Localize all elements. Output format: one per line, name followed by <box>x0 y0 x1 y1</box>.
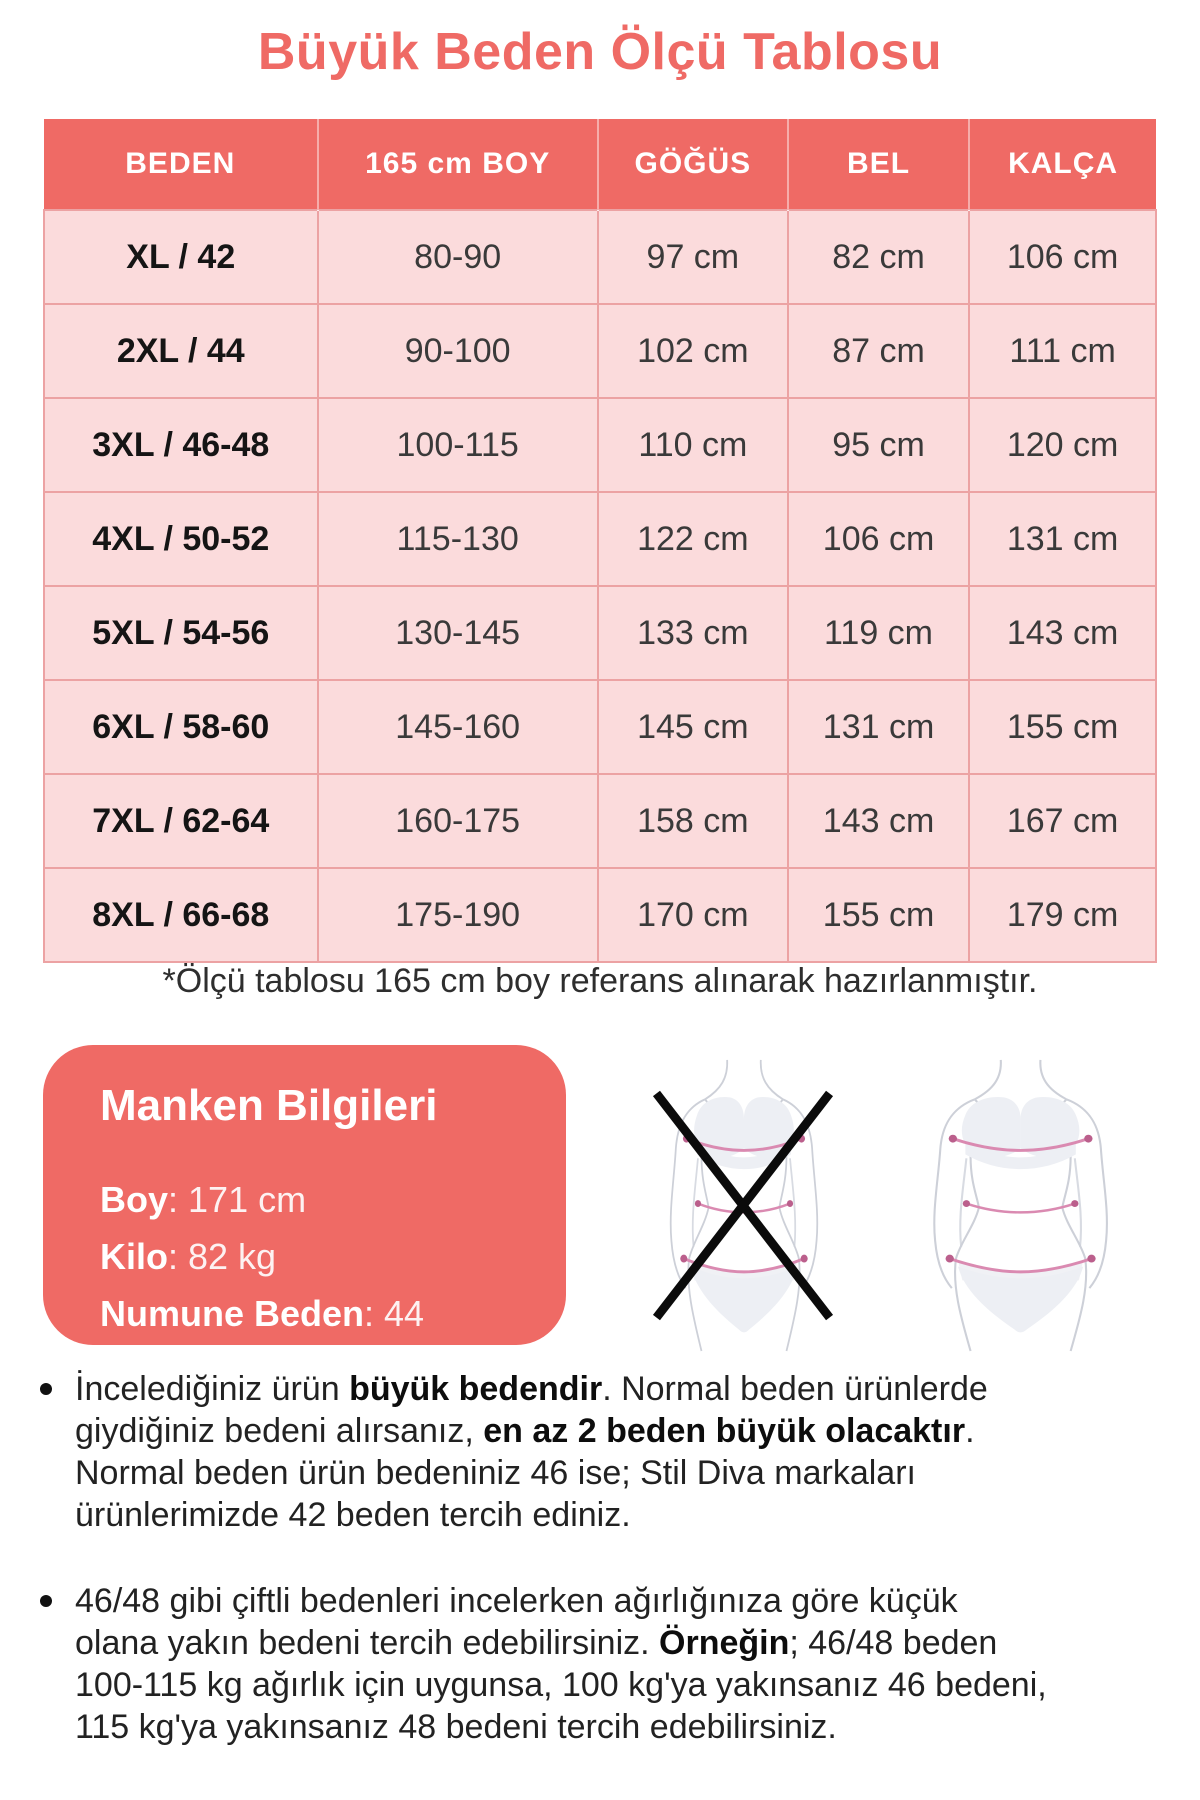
figure-incorrect <box>628 1058 858 1353</box>
measure-cell: 170 cm <box>596 867 789 963</box>
size-cell: 4XL / 50-52 <box>43 491 319 587</box>
table-row: 4XL / 50-52 115-130 122 cm 106 cm 131 cm <box>43 491 1157 587</box>
size-cell: 3XL / 46-48 <box>43 397 319 493</box>
figure-illustrations <box>628 1058 1168 1358</box>
notes-list: İncelediğiniz ürün büyük bedendir. Norma… <box>30 1368 1180 1792</box>
note-line: ürünlerimizde 42 beden tercih ediniz. <box>75 1496 631 1534</box>
table-row: 5XL / 54-56 130-145 133 cm 119 cm 143 cm <box>43 585 1157 681</box>
measure-cell: 97 cm <box>596 209 789 305</box>
note-line: olana yakın bedeni tercih edebilirsiniz.… <box>75 1624 998 1662</box>
measure-cell: 102 cm <box>596 303 789 399</box>
measured-figure-illustration <box>932 1058 1109 1353</box>
crossed-figure-illustration <box>652 1058 834 1353</box>
measure-cell: 120 cm <box>968 397 1157 493</box>
measure-cell: 131 cm <box>786 679 971 775</box>
size-cell: 5XL / 54-56 <box>43 585 319 681</box>
column-header: BEDEN <box>44 119 319 210</box>
table-row: 2XL / 44 90-100 102 cm 87 cm 111 cm <box>43 303 1157 399</box>
size-cell: 6XL / 58-60 <box>43 679 319 775</box>
measure-cell: 82 cm <box>786 209 971 305</box>
size-cell: 7XL / 62-64 <box>43 773 319 869</box>
table-row: XL / 42 80-90 97 cm 82 cm 106 cm <box>43 209 1157 305</box>
table-row: 7XL / 62-64 160-175 158 cm 143 cm 167 cm <box>43 773 1157 869</box>
measure-cell: 111 cm <box>968 303 1157 399</box>
header-row: BEDEN 165 cm BOY GÖĞÜS BEL KALÇA <box>44 119 1156 210</box>
model-sample-size-line: Numune Beden: 44 <box>100 1285 546 1342</box>
size-cell: XL / 42 <box>43 209 319 305</box>
size-table-body: XL / 42 80-90 97 cm 82 cm 106 cm 2XL / 44 90-1… <box>43 209 1157 963</box>
measure-cell: 106 cm <box>786 491 971 587</box>
figure-correct <box>906 1058 1136 1353</box>
measure-cell: 155 cm <box>968 679 1157 775</box>
x-mark-icon <box>652 1090 834 1321</box>
measure-cell: 143 cm <box>786 773 971 869</box>
model-info-card: Manken Bilgileri Boy: 171 cm Kilo: 82 kg… <box>43 1045 566 1345</box>
measure-cell: 90-100 <box>316 303 599 399</box>
measure-cell: 143 cm <box>968 585 1157 681</box>
table-note: *Ölçü tablosu 165 cm boy referans alınar… <box>162 962 1038 1000</box>
note-line: 100-115 kg ağırlık için uygunsa, 100 kg'… <box>75 1666 1047 1704</box>
column-header: KALÇA <box>969 119 1156 210</box>
measure-cell: 145 cm <box>596 679 789 775</box>
measure-cell: 87 cm <box>786 303 971 399</box>
measure-cell: 160-175 <box>316 773 599 869</box>
size-cell: 2XL / 44 <box>43 303 319 399</box>
measure-cell: 80-90 <box>316 209 599 305</box>
table-row: 8XL / 66-68 175-190 170 cm 155 cm 179 cm <box>43 867 1157 963</box>
note-item: İncelediğiniz ürün büyük bedendir. Norma… <box>30 1368 1180 1536</box>
note-line: İncelediğiniz ürün büyük bedendir. Norma… <box>75 1370 988 1408</box>
measure-cell: 167 cm <box>968 773 1157 869</box>
note-line: Normal beden ürün bedeniniz 46 ise; Stil… <box>75 1454 916 1492</box>
table-row: 6XL / 58-60 145-160 145 cm 131 cm 155 cm <box>43 679 1157 775</box>
measure-cell: 145-160 <box>316 679 599 775</box>
measure-cell: 131 cm <box>968 491 1157 587</box>
model-sample-size-value: : 44 <box>364 1293 425 1334</box>
table-row: 3XL / 46-48 100-115 110 cm 95 cm 120 cm <box>43 397 1157 493</box>
measure-cell: 110 cm <box>596 397 789 493</box>
measure-cell: 115-130 <box>316 491 599 587</box>
size-table: BEDEN 165 cm BOY GÖĞÜS BEL KALÇA XL / 42 80-9… <box>43 119 1157 963</box>
measure-cell: 179 cm <box>968 867 1157 963</box>
model-sample-size-label: Numune Beden <box>100 1293 365 1334</box>
column-header: 165 cm BOY <box>317 119 599 210</box>
measure-cell: 133 cm <box>596 585 789 681</box>
column-header: BEL <box>787 119 971 210</box>
note-line: 46/48 gibi çiftli bedenleri incelerken a… <box>75 1582 958 1620</box>
model-info-title: Manken Bilgileri <box>100 1081 438 1130</box>
measure-cell: 100-115 <box>316 397 599 493</box>
model-height-label: Boy <box>100 1179 169 1220</box>
column-header: GÖĞÜS <box>597 119 789 210</box>
measure-cell: 122 cm <box>596 491 789 587</box>
page-title: Büyük Beden Ölçü Tablosu <box>257 23 943 81</box>
measure-cell: 119 cm <box>786 585 971 681</box>
measure-cell: 158 cm <box>596 773 789 869</box>
note-line: 115 kg'ya yakınsanız 48 bedeni tercih ed… <box>75 1708 837 1746</box>
measure-cell: 155 cm <box>786 867 971 963</box>
size-cell: 8XL / 66-68 <box>43 867 319 963</box>
note-line: giydiğiniz bedeni alırsanız, en az 2 bed… <box>75 1412 975 1450</box>
model-weight-value: : 82 kg <box>168 1236 277 1277</box>
measure-cell: 130-145 <box>316 585 599 681</box>
measure-cell: 95 cm <box>786 397 971 493</box>
model-height-value: : 171 cm <box>168 1179 307 1220</box>
model-weight-label: Kilo <box>100 1236 168 1277</box>
measure-cell: 175-190 <box>316 867 599 963</box>
note-item: 46/48 gibi çiftli bedenleri incelerken a… <box>30 1580 1180 1748</box>
model-weight-line: Kilo: 82 kg <box>100 1228 546 1285</box>
model-height-line: Boy: 171 cm <box>100 1171 546 1228</box>
size-table-container: BEDEN 165 cm BOY GÖĞÜS BEL KALÇA XL / 42 80-9… <box>43 119 1157 963</box>
size-table-header: BEDEN 165 cm BOY GÖĞÜS BEL KALÇA <box>44 119 1156 210</box>
measure-cell: 106 cm <box>968 209 1157 305</box>
